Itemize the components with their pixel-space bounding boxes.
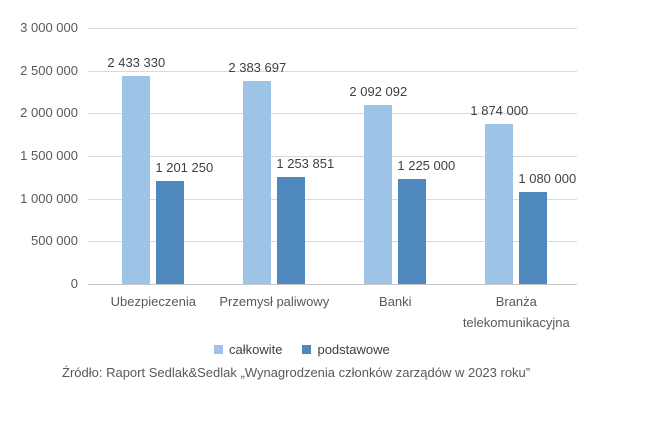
gridline — [88, 241, 577, 243]
gridline — [88, 198, 577, 200]
bar-label-podstawowe-2: 1 225 000 — [397, 158, 456, 174]
y-tick-label: 1 000 000 — [20, 190, 78, 206]
bar-label-podstawowe-0: 1 201 250 — [155, 160, 214, 176]
category-label-0: Ubezpieczenia — [110, 294, 196, 309]
bar-label-calkowite-1: 2 383 697 — [228, 59, 287, 75]
legend-swatch-icon — [214, 345, 223, 354]
y-tick-label: 0 — [70, 276, 78, 291]
x-axis-line — [88, 284, 577, 285]
y-tick-label: 2 500 000 — [20, 62, 78, 78]
source-note: Źródło: Raport Sedlak&Sedlak „Wynagrodze… — [62, 365, 531, 380]
gridline — [88, 70, 577, 72]
legend-item-podstawowe: podstawowe — [302, 342, 390, 357]
y-tick-label: 500 000 — [31, 233, 78, 249]
gridline — [88, 28, 577, 29]
bar-calkowite-0 — [122, 76, 151, 284]
bar-podstawowe-3 — [519, 191, 548, 284]
bar-podstawowe-2 — [398, 179, 427, 284]
gridline — [88, 113, 577, 115]
legend: całkowite podstawowe — [214, 342, 390, 357]
bar-calkowite-1 — [243, 80, 272, 284]
bar-podstawowe-1 — [277, 177, 306, 284]
category-label-3: Branża telekomunikacyjna — [462, 294, 570, 330]
bar-label-podstawowe-1: 1 253 851 — [276, 156, 335, 171]
category-label-2: Banki — [379, 294, 412, 309]
bar-label-calkowite-2: 2 092 092 — [349, 84, 408, 100]
bar-calkowite-3 — [485, 124, 514, 284]
bar-label-podstawowe-3: 1 080 000 — [518, 170, 577, 186]
y-tick-label: 3 000 000 — [20, 20, 78, 35]
bar-podstawowe-0 — [156, 181, 185, 284]
gridline — [88, 156, 577, 157]
bar-calkowite-2 — [364, 105, 393, 284]
legend-item-calkowite: całkowite — [214, 342, 282, 357]
bar-label-calkowite-0: 2 433 330 — [107, 55, 166, 71]
legend-swatch-icon — [302, 345, 312, 354]
legend-label: całkowite — [229, 342, 283, 357]
category-label-1: Przemysł paliwowy — [219, 294, 330, 309]
legend-label: podstawowe — [317, 342, 390, 357]
y-tick-label: 1 500 000 — [20, 148, 78, 163]
bar-label-calkowite-3: 1 874 000 — [470, 103, 529, 119]
y-tick-label: 2 000 000 — [20, 105, 78, 121]
